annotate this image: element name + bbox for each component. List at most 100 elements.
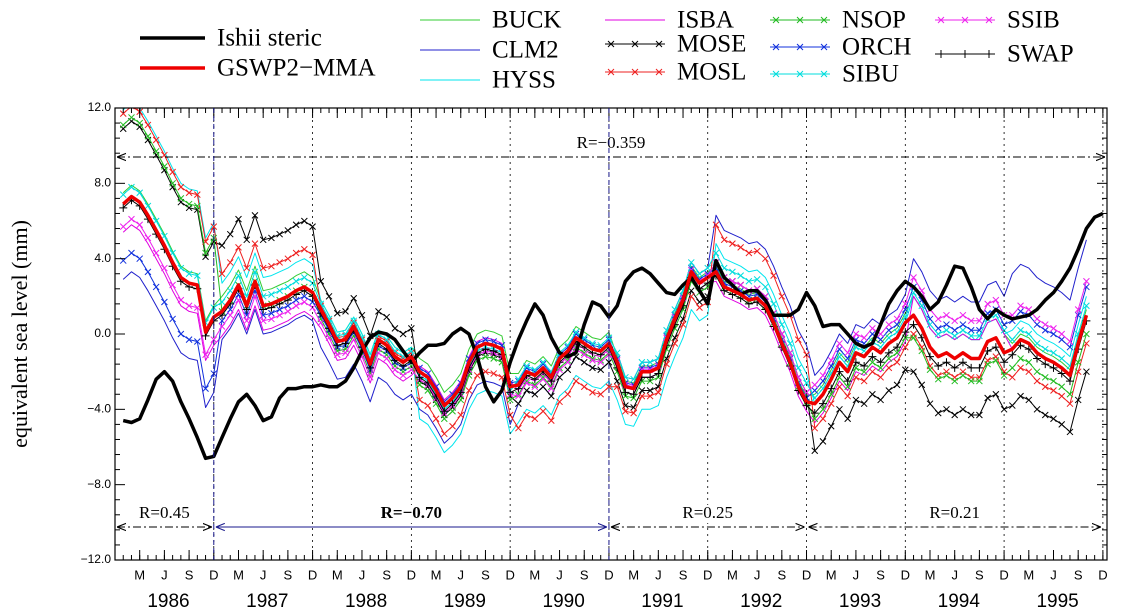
data-point [218, 242, 226, 249]
data-point [992, 390, 1000, 398]
legend-marker [937, 16, 945, 24]
series-line [122, 252, 1087, 403]
y-tick-label: −12.0 [81, 552, 112, 566]
year-label: 1995 [1036, 591, 1078, 612]
data-point [827, 384, 836, 393]
data-point [119, 223, 127, 231]
data-point [827, 400, 835, 408]
data-point [161, 298, 168, 306]
x-tick-label: J [1050, 567, 1057, 582]
data-point [1025, 368, 1033, 376]
data-point [342, 308, 349, 315]
data-point [375, 308, 382, 315]
data-point [934, 362, 943, 371]
data-point [235, 244, 242, 251]
data-point [844, 415, 852, 423]
data-point [144, 234, 152, 242]
data-point [152, 136, 160, 144]
data-point [951, 317, 959, 325]
data-point [531, 381, 539, 389]
data-point [449, 422, 456, 430]
data-point [646, 358, 654, 366]
y-axis-label: equivalent sea level (mm) [7, 220, 32, 448]
data-point [161, 264, 168, 272]
data-point [671, 340, 679, 347]
data-point [926, 352, 935, 361]
data-point [910, 274, 917, 281]
data-point [432, 415, 440, 423]
legend-marker [772, 16, 780, 24]
data-point [1041, 411, 1049, 419]
data-point [762, 283, 769, 291]
data-point [877, 336, 884, 344]
data-point [778, 321, 786, 328]
data-point [893, 343, 902, 352]
data-point [943, 321, 950, 328]
data-point [235, 296, 242, 304]
x-tick-label: M [233, 567, 244, 582]
data-point [926, 400, 934, 408]
data-point [869, 358, 876, 366]
data-point [448, 399, 457, 408]
data-point [918, 347, 926, 355]
data-point [268, 291, 275, 298]
legend-marker [631, 40, 639, 48]
data-point [580, 349, 588, 357]
data-point [605, 358, 613, 366]
year-label: 1991 [641, 591, 683, 612]
year-label: 1992 [740, 591, 782, 612]
data-point [564, 358, 572, 366]
data-point [869, 368, 876, 376]
data-point [235, 272, 242, 279]
data-point [589, 340, 596, 347]
data-point [408, 324, 415, 332]
year-label: 1990 [543, 591, 585, 612]
year-label: 1986 [147, 591, 189, 612]
legend-label: ORCH [842, 34, 911, 61]
data-point [819, 415, 827, 423]
x-tick-label: J [853, 567, 860, 582]
data-point [646, 387, 654, 394]
data-point [654, 389, 662, 396]
y-tick-label: 12.0 [88, 100, 112, 114]
data-point [284, 302, 292, 310]
legend-marker [820, 70, 828, 78]
legend-label: MOSL [677, 59, 746, 86]
year-label: 1989 [444, 591, 486, 612]
data-point [597, 357, 605, 364]
data-point [259, 264, 267, 272]
data-point [1074, 306, 1082, 313]
data-point [959, 326, 967, 334]
data-point [778, 292, 786, 300]
data-point [243, 317, 251, 325]
annotation-bg [133, 505, 196, 523]
x-tick-label: M [628, 567, 639, 582]
x-tick-label: J [260, 567, 267, 582]
data-point [621, 388, 630, 397]
x-tick-label: D [1098, 567, 1107, 582]
series-line [122, 186, 1087, 410]
data-point [696, 270, 703, 278]
data-point [193, 272, 201, 279]
annotation-bg [923, 505, 986, 523]
data-point [1066, 338, 1074, 345]
data-point [1066, 400, 1074, 408]
legend-marker [961, 50, 969, 58]
data-point [869, 324, 876, 332]
data-point [177, 183, 185, 191]
data-point [539, 407, 547, 415]
series-line [122, 199, 1087, 414]
data-point [515, 424, 522, 432]
x-tick-label: J [951, 567, 958, 582]
data-point [836, 340, 843, 347]
data-point [818, 399, 827, 408]
data-point [959, 405, 967, 413]
x-tick-label: S [580, 567, 589, 582]
data-point [646, 373, 655, 382]
data-point [991, 343, 1000, 352]
data-point [309, 223, 316, 231]
data-point [959, 311, 967, 319]
data-point [687, 292, 695, 300]
data-point [860, 368, 868, 376]
data-point [959, 372, 967, 379]
